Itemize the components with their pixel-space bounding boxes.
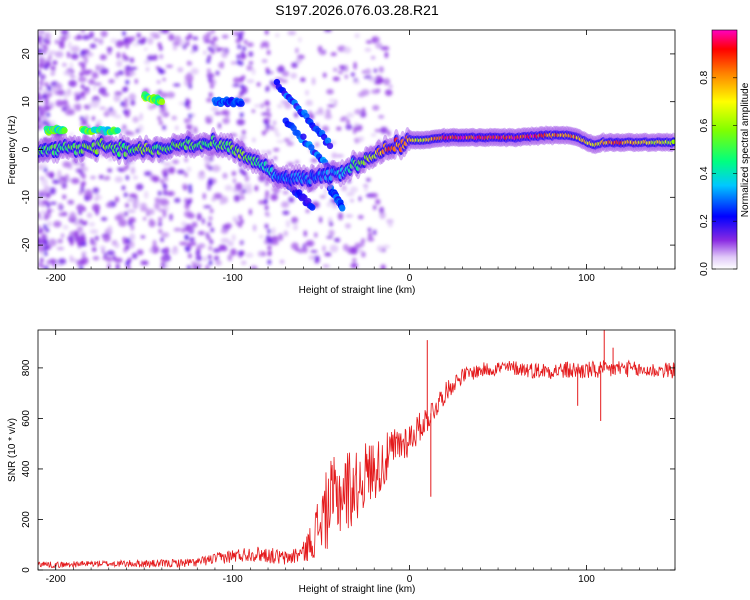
colorbar-tick-label: 0.2 xyxy=(699,214,710,228)
spectrogram-ytick-label: 10 xyxy=(21,96,32,108)
snr-series-line xyxy=(38,359,675,569)
colorbar-label: Normalized spectral amplitude xyxy=(740,82,750,217)
snr-y-axis-label: SNR (10 * v/v) xyxy=(7,418,18,482)
feature-blob xyxy=(300,133,307,140)
spectrogram-ytick-label: -20 xyxy=(21,237,32,252)
colorbar-tick-label: 0.6 xyxy=(699,118,710,132)
feature-blob xyxy=(324,137,332,144)
spectrogram-secondary-features xyxy=(43,78,346,212)
feature-blob xyxy=(326,142,334,150)
spectrogram-y-axis-label: Frequency (Hz) xyxy=(7,116,18,185)
snr-ytick-label: 0 xyxy=(21,567,32,573)
feature-blob xyxy=(309,204,316,211)
spectrogram-ytick-label: 20 xyxy=(21,48,32,60)
snr-ytick-label: 600 xyxy=(21,410,32,427)
feature-blob xyxy=(339,205,346,212)
spectrogram-x-axis-label: Height of straight line (km) xyxy=(299,285,416,296)
figure-title: S197.2026.076.03.28.R21 xyxy=(275,2,439,18)
feature-blob xyxy=(61,127,68,134)
snr-plot-area xyxy=(38,330,675,570)
feature-blob xyxy=(158,98,166,106)
snr-xtick-label: 0 xyxy=(407,574,413,585)
spectrogram-ridge xyxy=(38,125,675,193)
snr-panel: -200 -100 0 100 0 200 400 600 800 Height of stra… xyxy=(7,329,676,595)
colorbar-ticks: 0.0 0.2 0.4 0.6 0.8 xyxy=(699,70,737,276)
snr-xtick-label: -200 xyxy=(46,574,66,585)
feature-blob xyxy=(273,78,281,86)
snr-ytick-label: 200 xyxy=(21,511,32,528)
feature-blob xyxy=(238,100,245,107)
snr-axes: -200 -100 0 100 0 200 400 600 800 xyxy=(21,329,676,585)
spectrogram-xtick-label: -100 xyxy=(223,273,243,284)
spectrogram-ytick-label: 0 xyxy=(21,146,32,152)
snr-xtick-label: -100 xyxy=(223,574,243,585)
snr-x-axis-label: Height of straight line (km) xyxy=(299,584,416,595)
colorbar-tick-label: 0.4 xyxy=(699,166,710,180)
colorbar-tick-label: 0.0 xyxy=(699,262,710,276)
snr-ytick-label: 800 xyxy=(21,359,32,376)
snr-line-layer xyxy=(38,330,675,569)
snr-ytick-label: 400 xyxy=(21,460,32,477)
spectrogram-heatmap xyxy=(38,30,675,269)
feature-blob xyxy=(114,127,121,134)
spectrogram-ytick-label: -10 xyxy=(21,190,32,205)
colorbar: 0.0 0.2 0.4 0.6 0.8 Normalized spectral ampl… xyxy=(699,29,750,276)
snr-xtick-label: 100 xyxy=(578,574,595,585)
colorbar-gradient xyxy=(711,29,738,270)
spectrogram-xtick-label: 0 xyxy=(407,273,413,284)
spectrogram-xtick-label: -200 xyxy=(46,273,66,284)
colorbar-tick-label: 0.8 xyxy=(699,70,710,84)
spectrogram-xtick-label: 100 xyxy=(578,273,595,284)
